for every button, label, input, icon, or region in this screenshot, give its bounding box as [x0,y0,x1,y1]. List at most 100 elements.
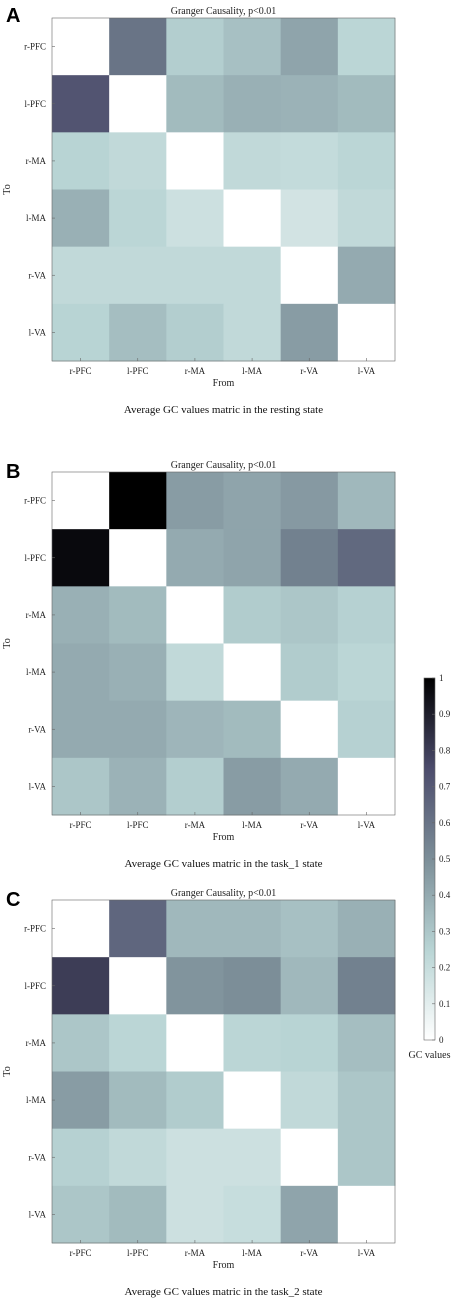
heatmap-cell [166,1014,224,1072]
x-tick-label: l-MA [242,1248,263,1258]
x-axis-label: From [213,832,235,843]
y-axis-label: To [2,184,13,194]
heatmap-cell [109,132,167,190]
heatmap-panels: A Granger Causality, p<0.01 r-PFC l-PFC r-MA… [2,5,396,1298]
heatmap-panel-b: B Granger Causality, p<0.01 r-PFC l-PFC r-MA… [2,460,396,870]
heatmap-cell [280,132,339,190]
heatmap-cell [166,303,224,362]
x-tick-label: r-VA [300,820,318,830]
colorbar-label: GC values [409,1050,451,1061]
heatmap-cell [223,132,282,190]
heatmap-cell [223,18,282,76]
heatmap-cell [109,900,167,958]
heatmap-cell [166,132,224,190]
heatmap-cell [52,1185,110,1244]
chart-title: Granger Causality, p<0.01 [171,6,277,17]
heatmap-cell [280,957,339,1015]
y-tick-label: l-MA [26,1095,47,1105]
heatmap-panel-a: A Granger Causality, p<0.01 r-PFC l-PFC r-MA… [2,5,396,416]
heatmap-cell [109,586,167,644]
y-tick-label: l-MA [26,213,47,223]
heatmap-cell [52,757,110,816]
colorbar: 0 0.1 0.2 0.3 0.4 0.5 0.6 0.7 0.8 0.9 1 GC values [409,673,451,1061]
heatmap-cell [337,132,396,190]
heatmap-cell [337,757,396,816]
heatmap-cell [223,75,282,133]
heatmap-cell [109,246,167,305]
panel-caption: Average GC values matric in the task_1 s… [124,858,322,870]
heatmap-cell [280,1014,339,1072]
heatmap-cell [52,1071,110,1130]
heatmap-cell [280,75,339,133]
heatmap-cell [166,18,224,76]
heatmap-cell [337,900,396,958]
heatmap-cell [337,1128,396,1187]
x-axis-label: From [213,378,235,389]
heatmap-cell [109,1185,167,1244]
heatmap-cell [109,529,167,587]
x-axis-label: From [213,1260,235,1271]
heatmap-cell [223,1185,282,1244]
x-tick-label: l-MA [242,366,263,376]
heatmap-cell [280,643,339,702]
heatmap-cell [52,586,110,644]
colorbar-tick-label: 0.7 [439,782,451,792]
heatmap-cell [109,757,167,816]
heatmap-cell [280,1128,339,1187]
colorbar-tick-label: 0.9 [439,709,451,719]
y-tick-label: l-VA [29,781,47,791]
heatmap-cell [223,246,282,305]
heatmap-cell [166,1071,224,1130]
y-tick-label: r-MA [26,610,47,620]
x-tick-label: l-VA [358,1248,376,1258]
y-axis-label: To [2,1066,13,1076]
heatmap-cell [52,529,110,587]
x-tick-label: l-PFC [127,1248,149,1258]
heatmap-cell [52,303,110,362]
heatmap-cell [166,1185,224,1244]
y-tick-label: r-VA [28,270,46,280]
heatmap-cell [109,1014,167,1072]
heatmap-cell [280,529,339,587]
y-tick-label: l-VA [29,1209,47,1219]
heatmap-cell [337,189,396,248]
panel-label: A [6,5,20,27]
x-tick-label: l-PFC [127,366,149,376]
heatmap-panel-c: C Granger Causality, p<0.01 r-PFC l-PFC r-MA… [2,888,396,1298]
y-tick-label: l-PFC [24,981,46,991]
colorbar-tick-label: 0.3 [439,926,451,936]
heatmap-cell [280,472,339,530]
heatmap-cell [223,189,282,248]
heatmap-cell [52,246,110,305]
heatmap-cell [337,18,396,76]
heatmap-cell [166,529,224,587]
y-tick-label: r-PFC [24,924,46,934]
y-tick-label: l-PFC [24,99,46,109]
heatmap-cell [52,700,110,759]
heatmap-cell [166,757,224,816]
y-tick-label: l-PFC [24,553,46,563]
heatmap-cell [109,18,167,76]
heatmap-cell [280,700,339,759]
colorbar-tick-label: 0.1 [439,999,450,1009]
x-tick-label: l-VA [358,820,376,830]
heatmap-cell [337,472,396,530]
heatmap-cell [337,75,396,133]
heatmap-cell [223,643,282,702]
heatmap-cell [166,189,224,248]
heatmap-cell [166,1128,224,1187]
heatmap-cell [337,529,396,587]
heatmap-cell [337,1185,396,1244]
heatmap-cell [52,900,110,958]
heatmap-cell [109,643,167,702]
heatmap-cell [52,75,110,133]
heatmap-cell [223,957,282,1015]
heatmap-cell [52,132,110,190]
heatmap-cell [166,75,224,133]
heatmap-cell [52,643,110,702]
heatmap-cell [337,957,396,1015]
heatmap-cell [337,700,396,759]
heatmap-cell [280,1071,339,1130]
x-tick-label: r-VA [300,1248,318,1258]
x-tick-label: r-VA [300,366,318,376]
